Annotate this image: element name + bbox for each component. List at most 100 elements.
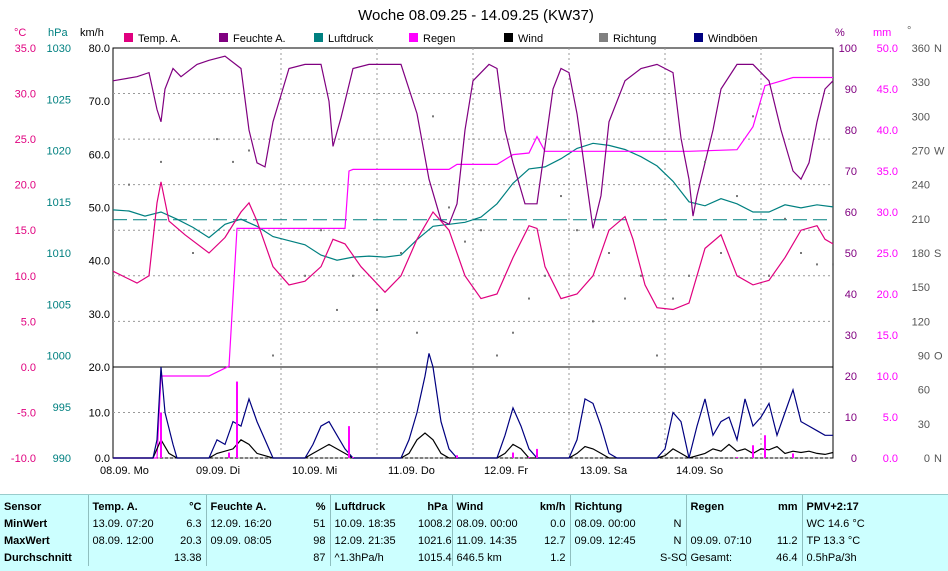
stats-direction-value: N <box>673 517 682 530</box>
direction-dot <box>448 206 450 209</box>
direction-dot <box>576 229 578 232</box>
wind-axis-tick: 70.0 <box>89 96 110 108</box>
direction-dot <box>656 354 658 357</box>
legend-swatch <box>219 33 228 42</box>
stats-wind-info: 08.09. 00:00 <box>451 515 532 532</box>
day-label: 14.09. So <box>676 465 723 477</box>
stats-humidity-info <box>205 549 294 566</box>
pressure-axis-tick: 1015 <box>47 197 71 209</box>
direction-dot <box>704 160 706 163</box>
rain-bar <box>752 445 754 458</box>
direction-dot <box>376 308 378 311</box>
direction-cardinal-tick: N <box>934 453 942 465</box>
humidity-axis-tick: 10 <box>845 412 857 424</box>
series-windböen <box>113 353 833 459</box>
direction-cardinal-tick: W <box>934 146 945 158</box>
axis-labels: 35.0 30.0 25.0 20.0 15.0 10.0 5.0 0.0 -5.0 -10.0 1… <box>11 43 945 465</box>
grid <box>113 48 833 459</box>
direction-axis-tick: 270 <box>912 146 930 158</box>
temp-axis-tick: 30.0 <box>15 89 36 101</box>
series-layer <box>112 55 834 459</box>
wind-axis-tick: 0.0 <box>95 453 110 465</box>
direction-dot <box>304 274 306 277</box>
direction-unit: ° <box>907 25 911 37</box>
stats-direction-info <box>569 549 656 566</box>
chart-title: Woche 08.09.25 - 14.09.25 (KW37) <box>358 7 594 24</box>
rain-bar <box>512 452 514 458</box>
legend-label: Regen <box>423 33 455 45</box>
temp-axis-tick: 35.0 <box>15 43 36 55</box>
direction-dot <box>400 252 402 254</box>
stats-header-humidity: Feuchte A. <box>205 495 294 515</box>
direction-axis-tick: 150 <box>912 282 930 294</box>
rain-axis-tick: 35.0 <box>877 166 898 178</box>
humidity-axis-tick: 100 <box>839 43 857 55</box>
direction-dot <box>496 354 498 357</box>
stats-direction-value: S-SO <box>660 551 686 564</box>
direction-axis-tick: 30 <box>918 419 930 431</box>
stats-temp-value: 20.3 <box>180 534 202 547</box>
pressure-axis-tick: 990 <box>53 453 71 465</box>
legend-label: Windböen <box>708 33 758 45</box>
direction-dot <box>672 297 674 300</box>
stats-header-temp-unit: °C <box>189 501 202 513</box>
stats-row: MaxWert 08.09. 12:00 20.3 09.09. 08:05 98 12.… <box>0 532 948 549</box>
rain-axis-tick: 30.0 <box>877 207 898 219</box>
humidity-axis-tick: 90 <box>845 84 857 96</box>
stats-row-label: MinWert <box>4 517 48 530</box>
direction-cardinal-tick: N <box>934 43 942 55</box>
humidity-axis-tick: 50 <box>845 248 857 260</box>
stats-rain-info: 09.09. 07:10 <box>685 532 766 549</box>
stats-wind-info: 11.09. 14:35 <box>451 532 532 549</box>
humidity-axis-tick: 60 <box>845 207 857 219</box>
direction-dot <box>736 195 738 198</box>
humidity-axis-tick: 70 <box>845 166 857 178</box>
stats-pmv-value: 0.5hPa/3h <box>801 549 948 566</box>
stats-temp-value: 13.38 <box>173 551 202 564</box>
humidity-axis-tick: 80 <box>845 125 857 137</box>
stats-pressure-value: 1008.2 <box>418 517 452 530</box>
legend-swatch <box>599 33 608 42</box>
stats-header-row: Sensor Temp. A. °C Feuchte A. % Luftdruc… <box>0 495 948 515</box>
direction-dot <box>128 183 130 186</box>
pressure-axis-tick: 1010 <box>47 248 71 260</box>
x-axis-labels: 08.09. Mo 09.09. Di 10.09. Mi 11.09. Do 12.0… <box>100 465 723 477</box>
stats-direction-info: 09.09. 12:45 <box>569 532 656 549</box>
humidity-axis-tick: 20 <box>845 371 857 383</box>
rain-axis-tick: 0.0 <box>883 453 898 465</box>
stats-temp-info <box>87 549 164 566</box>
stats-header-direction-unit <box>656 495 686 515</box>
rain-unit: mm <box>873 27 891 39</box>
direction-dot <box>352 274 354 277</box>
rain-bar <box>236 381 238 458</box>
rain-bar <box>764 435 766 458</box>
direction-dot <box>336 308 338 311</box>
direction-cardinal-tick: S <box>934 248 941 260</box>
stats-pressure-info: 10.09. 18:35 <box>329 515 414 532</box>
stats-direction-info: 08.09. 00:00 <box>569 515 656 532</box>
stats-wind-value: 12.7 <box>544 534 566 547</box>
legend-swatch <box>409 33 418 42</box>
wind-axis-tick: 30.0 <box>89 309 110 321</box>
direction-axis-tick: 330 <box>912 77 930 89</box>
wind-unit: km/h <box>80 27 104 39</box>
stats-wind-value: 0.0 <box>550 517 566 530</box>
pressure-axis-tick: 1005 <box>47 299 71 311</box>
temp-axis-tick: 10.0 <box>15 271 36 283</box>
stats-pressure-info: ^1.3hPa/h <box>329 549 414 566</box>
direction-dot <box>248 149 250 152</box>
direction-dot <box>688 274 690 277</box>
series-feuchte-a <box>112 55 834 229</box>
stats-row-label: Durchschnitt <box>4 551 72 564</box>
direction-cardinal-tick: O <box>934 351 943 363</box>
direction-axis-tick: 300 <box>912 111 930 123</box>
day-label: 09.09. Di <box>196 465 240 477</box>
rain-bar <box>736 457 738 458</box>
direction-axis-tick: 240 <box>912 180 930 192</box>
direction-dot <box>232 160 234 163</box>
legend-swatch <box>694 33 703 42</box>
rain-axis-tick: 45.0 <box>877 84 898 96</box>
temp-unit: °C <box>14 27 26 39</box>
direction-dot <box>832 263 834 266</box>
direction-dot <box>160 160 162 163</box>
